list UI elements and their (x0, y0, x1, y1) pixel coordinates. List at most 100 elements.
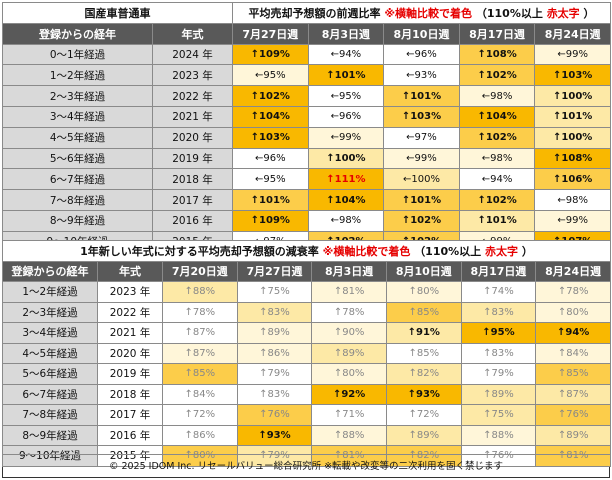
value-cell: ↑100% (534, 85, 611, 107)
value-cell: ←96% (232, 147, 309, 170)
row-elapsed-label: 8～9年経過 (2, 424, 98, 446)
value-cell: ↑82% (385, 363, 462, 385)
table1-header-cell: 8月24日週 (534, 22, 611, 45)
row-elapsed-label: 3～4年経過 (2, 322, 98, 344)
value-cell: ↑106% (534, 168, 611, 191)
row-elapsed-label: 4～5年経過 (2, 126, 153, 149)
value-cell: ↑101% (383, 85, 460, 107)
value-cell: ←96% (383, 43, 460, 66)
value-cell: ↑80% (162, 445, 238, 467)
table-row: 5～6年経過 2019 年 ↑85% ↑79% ↑80% ↑82% ↑79% ↑85% (2, 363, 612, 385)
value-cell: ↑90% (311, 322, 387, 344)
value-cell: ↑75% (236, 281, 313, 303)
value-cell: ←98% (458, 147, 536, 170)
value-cell: ←95% (232, 64, 309, 87)
value-cell: ↑109% (232, 209, 309, 232)
value-cell: ↑87% (535, 383, 612, 405)
value-cell: ↑102% (458, 64, 536, 87)
table2-title-paren-red: 赤太字 (485, 244, 519, 258)
value-cell: ↑85% (385, 301, 462, 323)
table-row: 4～5年経過 2020 年 ↑87% ↑86% ↑89% ↑85% ↑83% ↑84% (2, 342, 612, 364)
table-row: 9～10年経過 2015 年 ↑80% ↑79% ↑81% ↑82% ↑76% ↑81% (2, 445, 612, 467)
value-cell: ↑87% (162, 342, 238, 364)
table-row: 6～7年経過 2018 年 ↑84% ↑83% ↑92% ↑93% ↑89% ↑87% (2, 383, 612, 405)
value-cell: ↑88% (311, 424, 387, 446)
value-cell: ←98% (534, 189, 611, 211)
value-cell: ↑89% (535, 424, 612, 446)
table1-title-note: ※横軸比較で着色 (384, 6, 473, 20)
row-elapsed-label: 7～8年経過 (2, 189, 153, 211)
value-cell: ←100% (383, 168, 460, 191)
value-cell: ↑101% (458, 209, 536, 232)
copyright-footer: © 2025 IDOM Inc. リセールバリュー総合研究所 ※転載や改変等の二… (2, 454, 610, 478)
table1-title-main: 平均売却予想額の前週比率 (248, 6, 381, 20)
table2-body: 1～2年経過 2023 年 ↑88% ↑75% ↑81% ↑80% ↑74% ↑78% 2～3年… (2, 281, 612, 467)
table2-title-main: 1年新しい年式に対する平均売却予想額の減衰率 (80, 244, 319, 258)
row-elapsed-label: 1～2年経過 (2, 281, 98, 303)
table2-title-paren-close: ） (521, 244, 533, 258)
table-row: 4～5年経過 2020 年 ↑103% ←99% ←97% ↑102% ↑100% (2, 126, 611, 149)
value-cell: ↑104% (232, 105, 309, 128)
row-model-year: 2018 年 (152, 168, 233, 191)
value-cell: ↑104% (458, 105, 536, 128)
value-cell: ↑76% (460, 445, 537, 467)
row-model-year: 2018 年 (97, 383, 163, 405)
value-cell: ←99% (307, 126, 385, 149)
table1-body: 0～1年経過 2024 年 ↑109% ←94% ←96% ↑108% ←99% 1～2年経過… (2, 43, 611, 253)
table2-header-row: 登録からの経年 年式 7月20日週 7月27日週 8月3日週 8月10日週 8月17日週 8月… (2, 260, 612, 282)
row-model-year: 2022 年 (97, 301, 163, 323)
value-cell: ←99% (383, 147, 460, 170)
row-model-year: 2024 年 (152, 43, 233, 66)
value-cell: ↑86% (236, 342, 313, 364)
decay-rate-table: 1年新しい年式に対する平均売却予想額の減衰率 ※横軸比較で着色 （110%以上 … (1, 240, 612, 467)
table1-header-cell: 7月27日週 (232, 22, 309, 45)
value-cell: ↑81% (311, 445, 387, 467)
value-cell: ↑89% (311, 342, 387, 364)
table-row: 2～3年経過 2022 年 ↑102% ←95% ↑101% ←98% ↑100% (2, 85, 611, 107)
row-elapsed-label: 9～10年経過 (2, 445, 98, 467)
value-cell: ←95% (232, 168, 309, 191)
value-cell: ↑108% (534, 147, 611, 170)
value-cell: ↑88% (460, 424, 537, 446)
table2-header-cell: 8月17日週 (460, 260, 537, 282)
value-cell: ←95% (307, 85, 385, 107)
table1-header-cell: 8月10日週 (383, 22, 460, 45)
table-row: 1～2年経過 2023 年 ←95% ↑101% ←93% ↑102% ↑103% (2, 64, 611, 87)
value-cell: ↑93% (385, 383, 462, 405)
table2-title-paren-open: （110%以上 (414, 244, 482, 258)
value-cell: ↑78% (162, 301, 238, 323)
value-cell: ↑82% (385, 445, 462, 467)
row-model-year: 2015 年 (97, 445, 163, 467)
value-cell: ↑83% (460, 301, 537, 323)
table-row: 6～7年経過 2018 年 ←95% ↑111% ←100% ←94% ↑106% (2, 168, 611, 191)
value-cell: ↑88% (162, 281, 238, 303)
table-row: 2～3年経過 2022 年 ↑78% ↑83% ↑78% ↑85% ↑83% ↑80% (2, 301, 612, 323)
value-cell: ↑76% (535, 404, 612, 426)
row-model-year: 2016 年 (97, 424, 163, 446)
value-cell: ←99% (534, 43, 611, 66)
value-cell: ↑79% (236, 445, 313, 467)
table1-title: 平均売却予想額の前週比率 ※横軸比較で着色 （110%以上 赤太字 ） (232, 2, 611, 24)
table2-header-cell: 登録からの経年 (2, 260, 98, 282)
row-model-year: 2019 年 (152, 147, 233, 170)
value-cell: ↑103% (383, 105, 460, 128)
table-row: 1～2年経過 2023 年 ↑88% ↑75% ↑81% ↑80% ↑74% ↑78% (2, 281, 612, 303)
value-cell: ↑80% (311, 363, 387, 385)
table1-header-cell: 8月3日週 (307, 22, 385, 45)
value-cell: ↑89% (385, 424, 462, 446)
table1-title-paren-red: 赤太字 (546, 6, 580, 20)
value-cell: ↑86% (162, 424, 238, 446)
value-cell: ↑74% (460, 281, 537, 303)
value-cell: ↑78% (311, 301, 387, 323)
value-cell: ↑87% (162, 322, 238, 344)
value-cell: ↑75% (460, 404, 537, 426)
value-cell: ↑102% (458, 126, 536, 149)
row-model-year: 2016 年 (152, 209, 233, 232)
value-cell: ↑89% (236, 322, 313, 344)
value-cell: ↑79% (236, 363, 313, 385)
row-model-year: 2020 年 (97, 342, 163, 364)
value-cell: ↑94% (535, 322, 612, 344)
row-model-year: 2017 年 (97, 404, 163, 426)
table-row: 5～6年経過 2019 年 ←96% ↑100% ←99% ←98% ↑108% (2, 147, 611, 170)
value-cell: ↑78% (535, 281, 612, 303)
